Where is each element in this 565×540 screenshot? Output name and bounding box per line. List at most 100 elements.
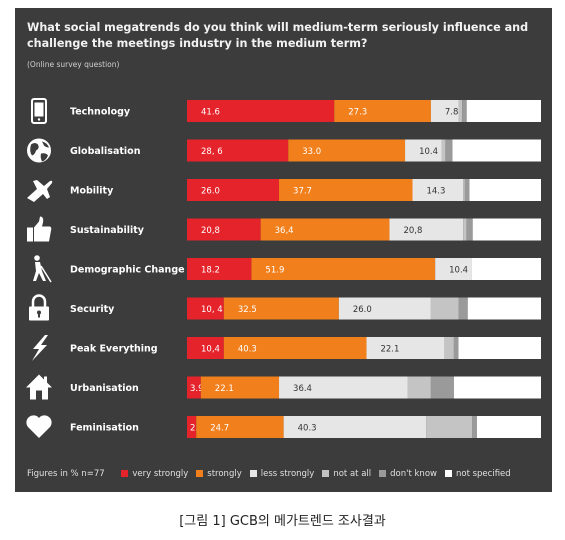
data-label-demographic-change-less-strongly: 10.4 (449, 266, 468, 276)
bar-segment-feminisation-less-strongly (283, 416, 427, 438)
bar-segment-technology-very-strongly (187, 100, 335, 122)
bar-segment-urbanisation-strongly (200, 376, 280, 399)
data-label-urbanisation-less-strongly: 36.4 (293, 384, 312, 394)
bar-segment-sustainability-not-specified (472, 218, 541, 241)
bar-segment-security-not-at-all (430, 297, 459, 320)
bar-segment-mobility-strongly (279, 179, 413, 201)
bar-segment-globalisation-not-specified (452, 139, 541, 162)
bar-segment-technology-less-strongly (430, 100, 459, 122)
data-label-technology-very-strongly: 41.6 (201, 108, 220, 118)
data-label-mobility-less-strongly: 14.3 (426, 187, 445, 197)
padlock-icon (29, 294, 49, 321)
data-label-peak-everything-very-strongly: 10,4 (201, 345, 220, 355)
legend-item-not-specified: not specified (444, 469, 511, 479)
bar-segment-security-very-strongly (187, 297, 224, 320)
bar-segment-demographic-change-strongly (251, 258, 436, 280)
bar-segment-globalisation-don-t-know (445, 139, 453, 162)
legend-swatch-less-strongly (249, 470, 257, 477)
category-label-peak-everything: Peak Everything (70, 344, 158, 355)
bar-segment-technology-don-t-know (462, 100, 467, 122)
bar-segment-mobility-very-strongly (187, 179, 280, 201)
bar-segment-peak-everything-very-strongly (187, 337, 224, 359)
data-label-feminisation-strongly: 24.7 (210, 424, 229, 434)
legend-swatch-not-at-all (322, 470, 330, 477)
bar-segment-demographic-change-very-strongly (187, 258, 252, 280)
data-label-sustainability-very-strongly: 20,8 (201, 226, 220, 236)
data-label-demographic-change-very-strongly: 18.2 (201, 266, 220, 276)
bar-segment-feminisation-very-strongly (187, 416, 197, 438)
chart-subtitle: (Online survey question) (27, 60, 120, 69)
bar-segment-peak-everything-less-strongly (366, 337, 445, 359)
bar-segment-technology-strongly (334, 100, 431, 122)
bar-segment-feminisation-not-at-all (426, 416, 473, 438)
category-label-urbanisation: Urbanisation (70, 383, 139, 394)
bar-segment-urbanisation-not-at-all (407, 376, 431, 399)
legend-item-not-at-all: not at all (322, 469, 371, 479)
thumbs-up-icon (27, 216, 52, 242)
category-label-globalisation: Globalisation (70, 146, 141, 157)
bar-segment-technology-not-at-all (458, 100, 463, 122)
lightning-bolt-icon (32, 335, 48, 361)
bar-segment-feminisation-strongly (196, 416, 284, 438)
figure-caption: [그림 1] GCB의 메가트렌드 조사결과 (179, 514, 386, 529)
legend-items: very strongly strongly less strongly not at… (121, 469, 518, 479)
legend-item-don-t-know: don't know (379, 469, 437, 479)
data-label-technology-less-strongly: 7.8 (445, 108, 459, 118)
walking-cane-icon (33, 255, 52, 283)
bar-segment-security-less-strongly (338, 297, 431, 320)
bar-segment-security-strongly (223, 297, 339, 320)
legend-label-don-t-know: don't know (390, 469, 437, 479)
bar-segment-urbanisation-less-strongly (279, 376, 408, 399)
data-label-sustainability-strongly: 36,4 (275, 226, 294, 236)
data-label-peak-everything-strongly: 40.3 (238, 345, 257, 355)
bar-segment-technology-not-specified (466, 100, 541, 122)
bar-segment-mobility-not-specified (469, 179, 541, 201)
chart-title: What social megatrends do you think will… (27, 21, 529, 50)
data-label-globalisation-strongly: 33.0 (302, 147, 321, 157)
bar-segment-sustainability-less-strongly (389, 218, 464, 241)
category-label-security: Security (70, 304, 115, 315)
category-label-demographic-change: Demographic Change (70, 265, 185, 276)
legend-item-strongly: strongly (196, 469, 242, 479)
legend: Figures in % n=77 very strongly strongly l… (27, 469, 519, 479)
bar-segment-globalisation-strongly (288, 139, 406, 162)
bar-segment-mobility-don-t-know (464, 179, 470, 201)
bar-segment-globalisation-not-at-all (441, 139, 446, 162)
data-label-globalisation-very-strongly: 28, 6 (201, 147, 223, 157)
category-label-technology: Technology (70, 107, 131, 118)
legend-swatch-not-specified (444, 470, 452, 477)
category-label-feminisation: Feminisation (70, 423, 139, 434)
bar-segment-sustainability-don-t-know (466, 218, 473, 241)
bar-segment-sustainability-not-at-all (463, 218, 467, 241)
bar-segment-feminisation-don-t-know (472, 416, 477, 438)
legend-label-strongly: strongly (207, 469, 242, 479)
legend-label-less-strongly: less strongly (260, 469, 315, 479)
smartphone-icon (31, 98, 47, 124)
category-label-mobility: Mobility (70, 186, 114, 197)
data-label-mobility-very-strongly: 26.0 (201, 187, 220, 197)
data-label-technology-strongly: 27.3 (348, 108, 367, 118)
stacked-bar-chart: Technology 41.6 27.3 7.8 Globalisation 28, 6 3… (26, 98, 541, 438)
bar-segment-feminisation-not-specified (476, 416, 541, 438)
bar-segment-mobility-not-at-all (463, 179, 465, 201)
bar-segment-mobility-less-strongly (412, 179, 464, 201)
bar-segment-peak-everything-don-t-know (453, 337, 459, 359)
data-label-peak-everything-less-strongly: 22.1 (380, 345, 399, 355)
airplane-icon (27, 180, 53, 202)
bar-segment-urbanisation-very-strongly (187, 376, 201, 399)
data-label-globalisation-less-strongly: 10.4 (419, 147, 438, 157)
data-label-feminisation-less-strongly: 40.3 (298, 424, 317, 434)
legend-swatch-don-t-know (379, 470, 387, 477)
legend-label-very-strongly: very strongly (132, 469, 189, 479)
bar-segment-peak-everything-not-specified (458, 337, 541, 359)
data-label-mobility-strongly: 37.7 (293, 187, 312, 197)
bar-segment-urbanisation-don-t-know (430, 376, 454, 399)
bar-segment-sustainability-strongly (260, 218, 390, 241)
bar-segment-security-don-t-know (458, 297, 468, 320)
house-icon (26, 374, 52, 400)
category-label-sustainability: Sustainability (70, 225, 145, 236)
bar-segment-peak-everything-strongly (223, 337, 367, 359)
globe-icon (27, 138, 51, 163)
data-label-urbanisation-strongly: 22.1 (215, 384, 234, 394)
bar-segment-demographic-change-not-specified (471, 258, 541, 280)
